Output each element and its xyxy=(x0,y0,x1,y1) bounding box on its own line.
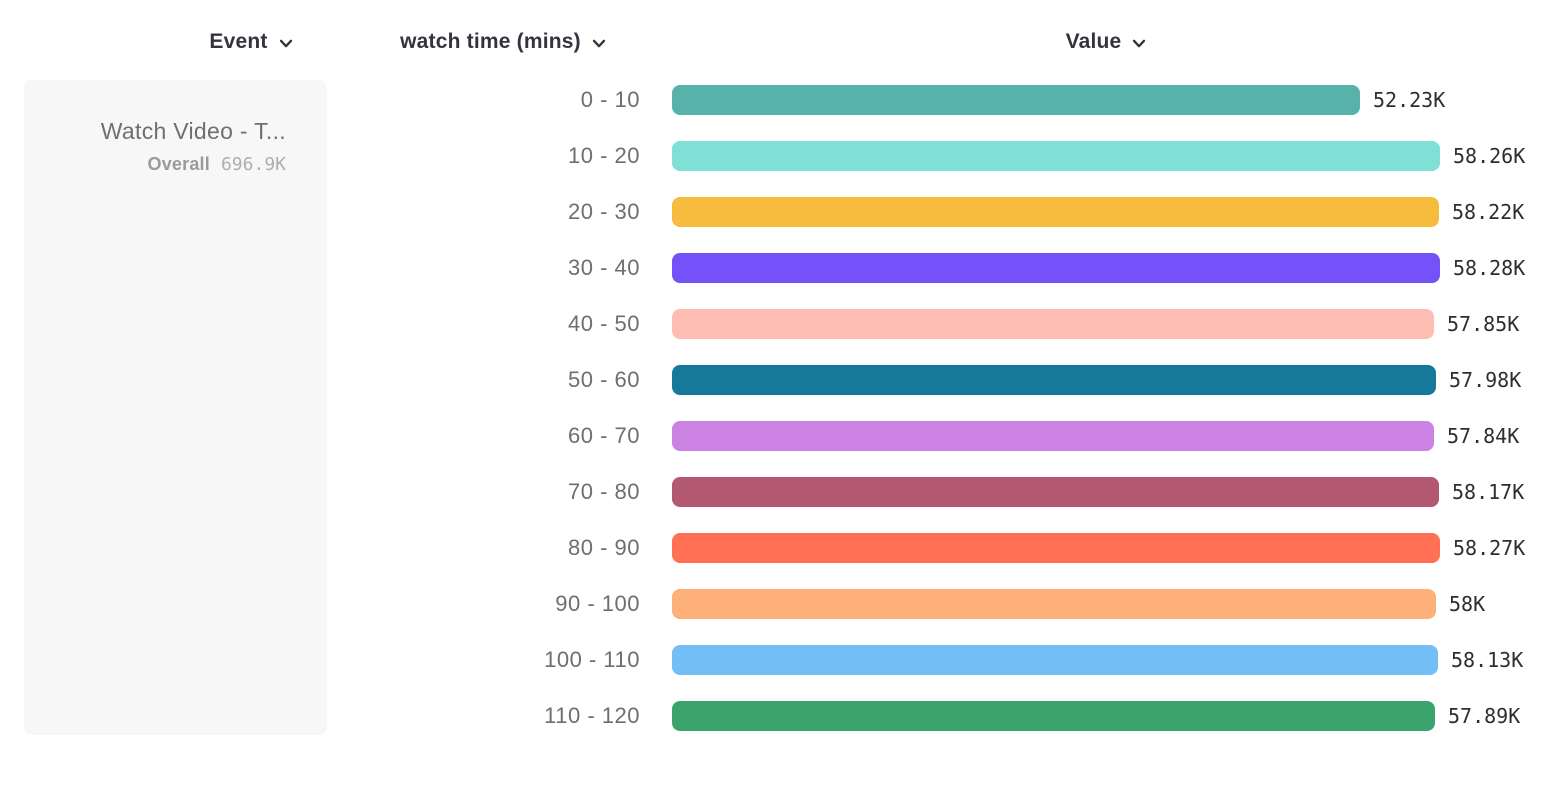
chart-row: 30 - 40 58.28K xyxy=(0,240,1568,296)
value-label: 58.28K xyxy=(1453,256,1526,280)
bar-segment[interactable] xyxy=(672,141,1440,171)
bar-segment[interactable] xyxy=(672,309,1434,339)
value-label: 58.26K xyxy=(1453,144,1526,168)
chart-row: 110 - 120 57.89K xyxy=(0,688,1568,744)
chevron-down-icon xyxy=(1133,39,1146,48)
value-label: 58.13K xyxy=(1451,648,1524,672)
bar-segment[interactable] xyxy=(672,197,1439,227)
overall-summary: Overall 696.9K xyxy=(24,154,286,175)
value-label: 57.89K xyxy=(1448,704,1521,728)
overall-value: 696.9K xyxy=(220,154,286,175)
category-label: 40 - 50 xyxy=(568,311,640,336)
chart-row: 100 - 110 58.13K xyxy=(0,632,1568,688)
bar-segment[interactable] xyxy=(672,85,1360,115)
bar-segment[interactable] xyxy=(672,477,1439,507)
bar-segment[interactable] xyxy=(672,421,1434,451)
category-label: 110 - 120 xyxy=(544,703,640,728)
bar-segment[interactable] xyxy=(672,253,1440,283)
bar-segment[interactable] xyxy=(672,645,1438,675)
value-label: 58.17K xyxy=(1452,480,1525,504)
value-label: 57.84K xyxy=(1447,424,1520,448)
chart-row: 40 - 50 57.85K xyxy=(0,296,1568,352)
bar-segment[interactable] xyxy=(672,701,1435,731)
bar-segment[interactable] xyxy=(672,365,1436,395)
category-label: 10 - 20 xyxy=(568,143,640,168)
category-label: 80 - 90 xyxy=(568,535,640,560)
breakdown-dropdown[interactable]: watch time (mins) xyxy=(353,26,653,58)
value-label: 58K xyxy=(1449,592,1486,616)
chart-row: 50 - 60 57.98K xyxy=(0,352,1568,408)
value-dropdown-label: Value xyxy=(1065,30,1122,53)
event-name-label[interactable]: Watch Video - T... xyxy=(100,118,286,144)
category-label: 70 - 80 xyxy=(568,479,640,504)
category-label: 90 - 100 xyxy=(555,591,640,616)
breakdown-dropdown-label: watch time (mins) xyxy=(400,30,581,53)
bar-segment[interactable] xyxy=(672,589,1436,619)
category-label: 50 - 60 xyxy=(568,367,640,392)
category-label: 0 - 10 xyxy=(580,87,640,112)
value-dropdown[interactable]: Value xyxy=(956,26,1256,58)
event-legend-panel: Watch Video - T... Overall 696.9K xyxy=(24,80,327,735)
chart-row: 60 - 70 57.84K xyxy=(0,408,1568,464)
bar-chart: 0 - 10 52.23K 10 - 20 58.26K 20 - 30 58.… xyxy=(0,72,1568,744)
chart-row: 20 - 30 58.22K xyxy=(0,184,1568,240)
overall-label: Overall xyxy=(147,154,210,174)
chart-row: 90 - 100 58K xyxy=(0,576,1568,632)
chart-row: 70 - 80 58.17K xyxy=(0,464,1568,520)
category-label: 60 - 70 xyxy=(568,423,640,448)
chart-row: 80 - 90 58.27K xyxy=(0,520,1568,576)
bar-segment[interactable] xyxy=(672,533,1440,563)
value-label: 52.23K xyxy=(1373,88,1446,112)
category-label: 100 - 110 xyxy=(544,647,640,672)
event-dropdown-label: Event xyxy=(209,30,268,53)
chart-row: 0 - 10 52.23K xyxy=(0,72,1568,128)
chevron-down-icon xyxy=(592,39,606,48)
value-label: 57.98K xyxy=(1449,368,1522,392)
value-label: 57.85K xyxy=(1447,312,1520,336)
chart-row: 10 - 20 58.26K xyxy=(0,128,1568,184)
value-label: 58.22K xyxy=(1452,200,1525,224)
category-label: 20 - 30 xyxy=(568,199,640,224)
chevron-down-icon xyxy=(279,39,292,48)
event-dropdown[interactable]: Event xyxy=(101,26,401,58)
value-label: 58.27K xyxy=(1453,536,1526,560)
category-label: 30 - 40 xyxy=(568,255,640,280)
